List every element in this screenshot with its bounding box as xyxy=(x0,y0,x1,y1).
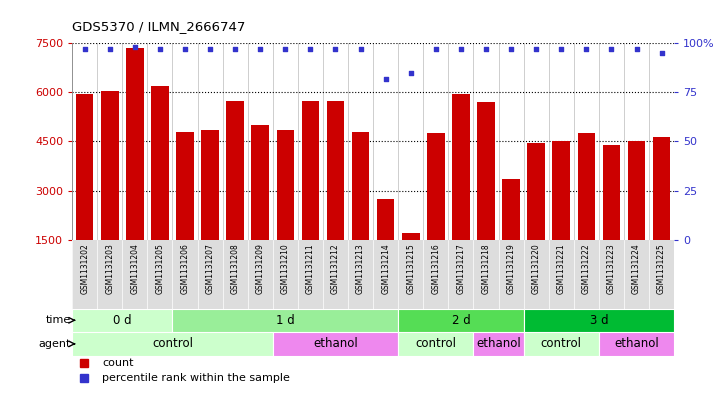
Point xyxy=(606,46,617,52)
Text: GSM1131215: GSM1131215 xyxy=(406,243,415,294)
Bar xyxy=(273,332,398,356)
Text: 2 d: 2 d xyxy=(451,314,470,327)
Text: GSM1131207: GSM1131207 xyxy=(205,243,215,294)
Text: count: count xyxy=(102,358,133,368)
Point xyxy=(380,75,392,82)
Bar xyxy=(252,125,269,240)
Bar xyxy=(176,132,194,240)
Point xyxy=(531,46,542,52)
Point xyxy=(280,46,291,52)
Bar xyxy=(427,133,445,240)
Text: GSM1131223: GSM1131223 xyxy=(607,243,616,294)
Bar xyxy=(523,309,674,332)
Bar xyxy=(603,145,620,240)
Text: GSM1131218: GSM1131218 xyxy=(482,243,490,294)
Text: GSM1131203: GSM1131203 xyxy=(105,243,114,294)
Text: GSM1131222: GSM1131222 xyxy=(582,243,590,294)
Text: control: control xyxy=(541,337,582,351)
Bar xyxy=(301,101,319,240)
Point xyxy=(455,46,466,52)
Text: GSM1131213: GSM1131213 xyxy=(356,243,365,294)
Bar xyxy=(452,94,469,240)
Point xyxy=(305,46,317,52)
Bar xyxy=(352,132,369,240)
Bar xyxy=(628,141,645,240)
Bar xyxy=(72,332,273,356)
Text: control: control xyxy=(152,337,193,351)
Text: ethanol: ethanol xyxy=(476,337,521,351)
Point xyxy=(104,46,115,52)
Text: GSM1131216: GSM1131216 xyxy=(431,243,441,294)
Bar xyxy=(653,136,671,240)
Text: GSM1131221: GSM1131221 xyxy=(557,243,566,294)
Text: GSM1131206: GSM1131206 xyxy=(180,243,190,294)
Text: GSM1131208: GSM1131208 xyxy=(231,243,239,294)
Bar xyxy=(126,48,143,240)
Text: time: time xyxy=(45,315,71,325)
Text: GSM1131214: GSM1131214 xyxy=(381,243,390,294)
Point xyxy=(555,46,567,52)
Text: 1 d: 1 d xyxy=(276,314,295,327)
Point xyxy=(631,46,642,52)
Text: GSM1131209: GSM1131209 xyxy=(256,243,265,294)
Point xyxy=(329,46,341,52)
Text: 0 d: 0 d xyxy=(113,314,131,327)
Bar xyxy=(151,86,169,240)
Point xyxy=(154,46,166,52)
Bar xyxy=(76,94,94,240)
Point xyxy=(430,46,441,52)
Bar xyxy=(527,143,545,240)
Bar xyxy=(72,309,172,332)
Text: GSM1131219: GSM1131219 xyxy=(507,243,516,294)
Text: control: control xyxy=(415,337,456,351)
Bar xyxy=(552,141,570,240)
Text: GSM1131211: GSM1131211 xyxy=(306,243,315,294)
Text: 3 d: 3 d xyxy=(590,314,609,327)
Bar xyxy=(402,233,420,240)
Text: agent: agent xyxy=(38,339,71,349)
Bar xyxy=(377,199,394,240)
Bar xyxy=(477,102,495,240)
Text: GSM1131210: GSM1131210 xyxy=(280,243,290,294)
Point xyxy=(79,46,90,52)
Text: ethanol: ethanol xyxy=(614,337,659,351)
Bar xyxy=(172,309,398,332)
Point xyxy=(580,46,592,52)
Bar xyxy=(599,332,674,356)
Bar xyxy=(327,101,344,240)
Bar xyxy=(277,130,294,240)
Text: GSM1131204: GSM1131204 xyxy=(131,243,139,294)
Text: GSM1131205: GSM1131205 xyxy=(156,243,164,294)
Point xyxy=(355,46,366,52)
Text: GSM1131212: GSM1131212 xyxy=(331,243,340,294)
Point xyxy=(405,70,417,76)
Point xyxy=(229,46,241,52)
Bar xyxy=(503,179,520,240)
Point xyxy=(505,46,517,52)
Point xyxy=(180,46,191,52)
Bar xyxy=(398,332,474,356)
Text: percentile rank within the sample: percentile rank within the sample xyxy=(102,373,290,383)
Point xyxy=(255,46,266,52)
Text: GSM1131225: GSM1131225 xyxy=(657,243,666,294)
Text: GSM1131202: GSM1131202 xyxy=(80,243,89,294)
Point xyxy=(656,50,668,56)
Text: GSM1131220: GSM1131220 xyxy=(531,243,541,294)
Text: GDS5370 / ILMN_2666747: GDS5370 / ILMN_2666747 xyxy=(72,20,245,33)
Text: GSM1131217: GSM1131217 xyxy=(456,243,466,294)
Bar xyxy=(398,309,523,332)
Bar xyxy=(201,130,219,240)
Bar xyxy=(578,133,595,240)
Point xyxy=(129,44,141,50)
Bar xyxy=(474,332,523,356)
Point xyxy=(480,46,492,52)
Bar xyxy=(523,332,599,356)
Bar xyxy=(101,91,118,240)
Text: GSM1131224: GSM1131224 xyxy=(632,243,641,294)
Text: ethanol: ethanol xyxy=(313,337,358,351)
Point xyxy=(204,46,216,52)
Bar xyxy=(226,101,244,240)
